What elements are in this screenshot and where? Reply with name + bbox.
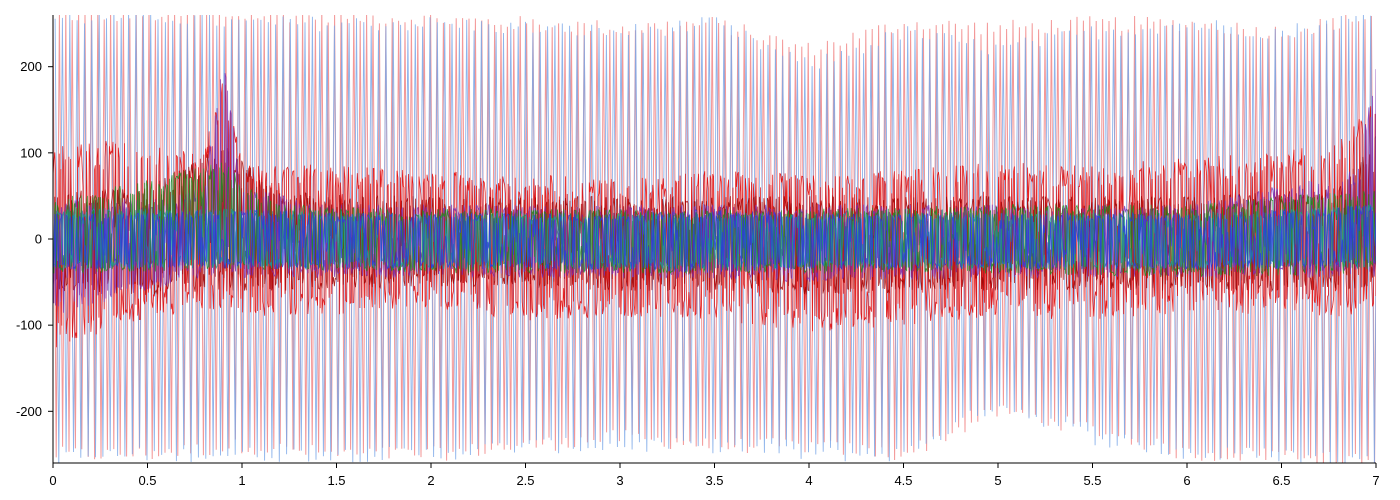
x-tick-label: 1.5 bbox=[327, 473, 345, 488]
x-tick-label: 6 bbox=[1183, 473, 1190, 488]
series-line-dark_red bbox=[53, 136, 1376, 295]
x-tick-label: 3.5 bbox=[705, 473, 723, 488]
y-axis-ticks: 200 100 0 -100 -200 bbox=[16, 59, 53, 419]
y-tick-label: -100 bbox=[16, 318, 42, 333]
x-tick-label: 3 bbox=[616, 473, 623, 488]
y-tick-label: 0 bbox=[35, 232, 42, 247]
x-tick-label: 0 bbox=[49, 473, 56, 488]
series-line-red bbox=[53, 83, 1376, 348]
x-tick-label: 6.5 bbox=[1272, 473, 1290, 488]
x-tick-label: 2.5 bbox=[516, 473, 534, 488]
x-tick-label: 0.5 bbox=[138, 473, 156, 488]
x-tick-label: 4.5 bbox=[894, 473, 912, 488]
series-line-green bbox=[53, 162, 1376, 278]
y-tick-label: -200 bbox=[16, 404, 42, 419]
x-axis-ticks: 0 0.5 1 1.5 2 2.5 3 3.5 4 4.5 5 5.5 6 6.5 7 bbox=[49, 463, 1380, 488]
x-tick-label: 5 bbox=[994, 473, 1001, 488]
x-tick-label: 7 bbox=[1372, 473, 1379, 488]
x-tick-label: 5.5 bbox=[1083, 473, 1101, 488]
plot-area bbox=[53, 15, 1376, 463]
series-line-blue bbox=[53, 204, 1376, 273]
y-tick-label: 200 bbox=[20, 59, 42, 74]
x-tick-label: 1 bbox=[238, 473, 245, 488]
x-tick-label: 2 bbox=[427, 473, 434, 488]
y-tick-label: 100 bbox=[20, 145, 42, 160]
x-tick-label: 4 bbox=[805, 473, 812, 488]
